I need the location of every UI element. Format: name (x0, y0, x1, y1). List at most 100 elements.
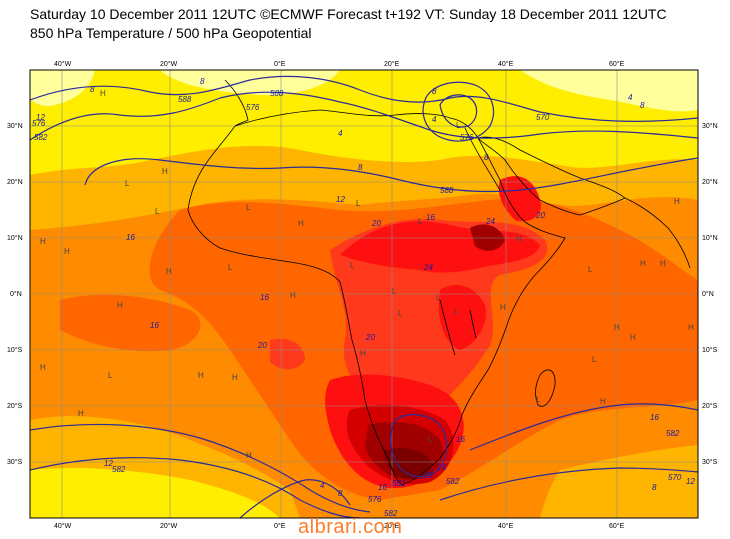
temp-band-sw-yellow (30, 468, 280, 518)
geo-label: 576 (368, 495, 382, 504)
lon-label-bottom: 40°E (498, 522, 514, 530)
coast-lakes (439, 299, 477, 356)
geo-label: 582 (34, 133, 48, 142)
pressure-center: L (456, 121, 461, 130)
lat-label-left: 0°N (10, 290, 22, 298)
geopotential-contours (30, 75, 698, 518)
lat-label-right: 20°N (702, 178, 718, 186)
pressure-center: H (640, 259, 646, 268)
temp-label: 12 (104, 459, 113, 468)
lat-label-left: 10°S (7, 346, 23, 354)
geo-label: 582 (112, 465, 126, 474)
pressure-center: L (418, 217, 423, 226)
lat-label-left: 20°N (7, 178, 23, 186)
coast-arabia (477, 136, 626, 216)
pressure-center: H (614, 323, 620, 332)
temp-label: 8 (338, 489, 343, 498)
pressure-center: L (398, 309, 403, 318)
lat-label-left: 10°N (7, 234, 23, 242)
contour-south-3 (239, 479, 351, 518)
lon-label-bottom: 20°E (384, 522, 400, 530)
pressure-center: H (64, 247, 70, 256)
lon-label-bottom: 40°W (54, 522, 72, 530)
pressure-center: L (436, 293, 441, 302)
pressure-center: H (166, 267, 172, 276)
temp-label: 20 (371, 219, 381, 228)
geo-label: 570 (668, 473, 682, 482)
pressure-center: L (350, 261, 355, 270)
pressure-center: L (125, 179, 130, 188)
pressure-center: H (246, 451, 252, 460)
coast-africa-east (401, 117, 566, 486)
pressure-center: H (78, 409, 84, 418)
temp-band-pale-3 (30, 70, 95, 107)
temp-band-horn-maroon (470, 224, 505, 251)
pressure-center: L (588, 265, 593, 274)
pressure-center: H (600, 397, 606, 406)
pressure-center: H (100, 89, 106, 98)
axis-labels: 40°W 20°W 0°E 20°E 40°E 60°E 40°W 20°W 0… (7, 60, 718, 530)
pressure-center: L (592, 355, 597, 364)
temp-label: 4 (320, 481, 325, 490)
temp-band-pale-2 (520, 70, 698, 112)
coast-med (234, 109, 451, 127)
temp-label: 4 (628, 93, 633, 102)
pressure-center: L (454, 307, 459, 316)
temp-band-se-gold (540, 445, 698, 518)
pressure-center: H (688, 323, 694, 332)
contour-south-4 (390, 413, 448, 478)
contour-se-2 (439, 467, 698, 501)
pressure-center: H (40, 363, 46, 372)
geopotential-labels: 582 588 576 588 576 570 588 582 582 582 … (32, 89, 682, 518)
geo-label: 588 (440, 186, 454, 195)
map-frame (29, 69, 699, 519)
geo-label: 576 (246, 103, 260, 112)
temp-label: 16 (150, 321, 159, 330)
pressure-center: L (108, 371, 113, 380)
temp-label: 20 (257, 341, 267, 350)
temp-band-yellow (30, 70, 698, 175)
contour-low-ring (422, 81, 495, 142)
chart-subtitle: 850 hPa Temperature / 500 hPa Geopotenti… (30, 25, 312, 41)
pressure-center: L (246, 203, 251, 212)
chart-title: Saturday 10 December 2011 12UTC ©ECMWF F… (30, 6, 667, 22)
pressure-center: L (228, 263, 233, 272)
coast-india (624, 197, 691, 269)
watermark: albrari.com (298, 516, 403, 538)
pressure-center: H (630, 333, 636, 342)
temp-label: 24 (423, 263, 433, 272)
contour-south-2 (30, 423, 371, 513)
temp-label: 16 (426, 213, 435, 222)
lat-label-right: 30°S (702, 458, 718, 466)
temp-label: 20 (365, 333, 375, 342)
pressure-center: H (40, 237, 46, 246)
contour-low-inner (439, 94, 478, 128)
pressure-center: L (155, 207, 160, 216)
lat-label-right: 20°S (702, 402, 718, 410)
temp-label: 4 (338, 129, 343, 138)
temp-band-red-sahel (498, 176, 541, 222)
temp-label: 16 (456, 435, 465, 444)
temp-label: 8 (358, 163, 363, 172)
temp-label: 4 (432, 115, 437, 124)
pressure-center: H (117, 301, 123, 310)
lat-label-right: 10°N (702, 234, 718, 242)
lat-label-right: 0°N (702, 290, 714, 298)
contour-south-1 (30, 457, 361, 518)
temp-label: 28 (423, 471, 433, 480)
temp-label: 24 (436, 463, 446, 472)
temp-band-red-mid (438, 285, 486, 350)
geo-label: 582 (384, 509, 398, 518)
contour-2 (30, 91, 698, 141)
coastlines (187, 79, 691, 486)
contour-3 (84, 157, 698, 193)
temp-label: 12 (686, 477, 695, 486)
lon-label-bottom: 20°W (160, 522, 178, 530)
temp-label: 8 (90, 85, 95, 94)
geo-label: 588 (270, 89, 284, 98)
temperature-labels: 8 8 4 8 4 4 8 12 20 16 24 20 24 16 16 16… (36, 77, 695, 498)
geo-label: 582 (446, 477, 460, 486)
pressure-center: H (674, 197, 680, 206)
lon-label-top: 0°E (274, 60, 286, 68)
temp-label: 16 (126, 233, 135, 242)
